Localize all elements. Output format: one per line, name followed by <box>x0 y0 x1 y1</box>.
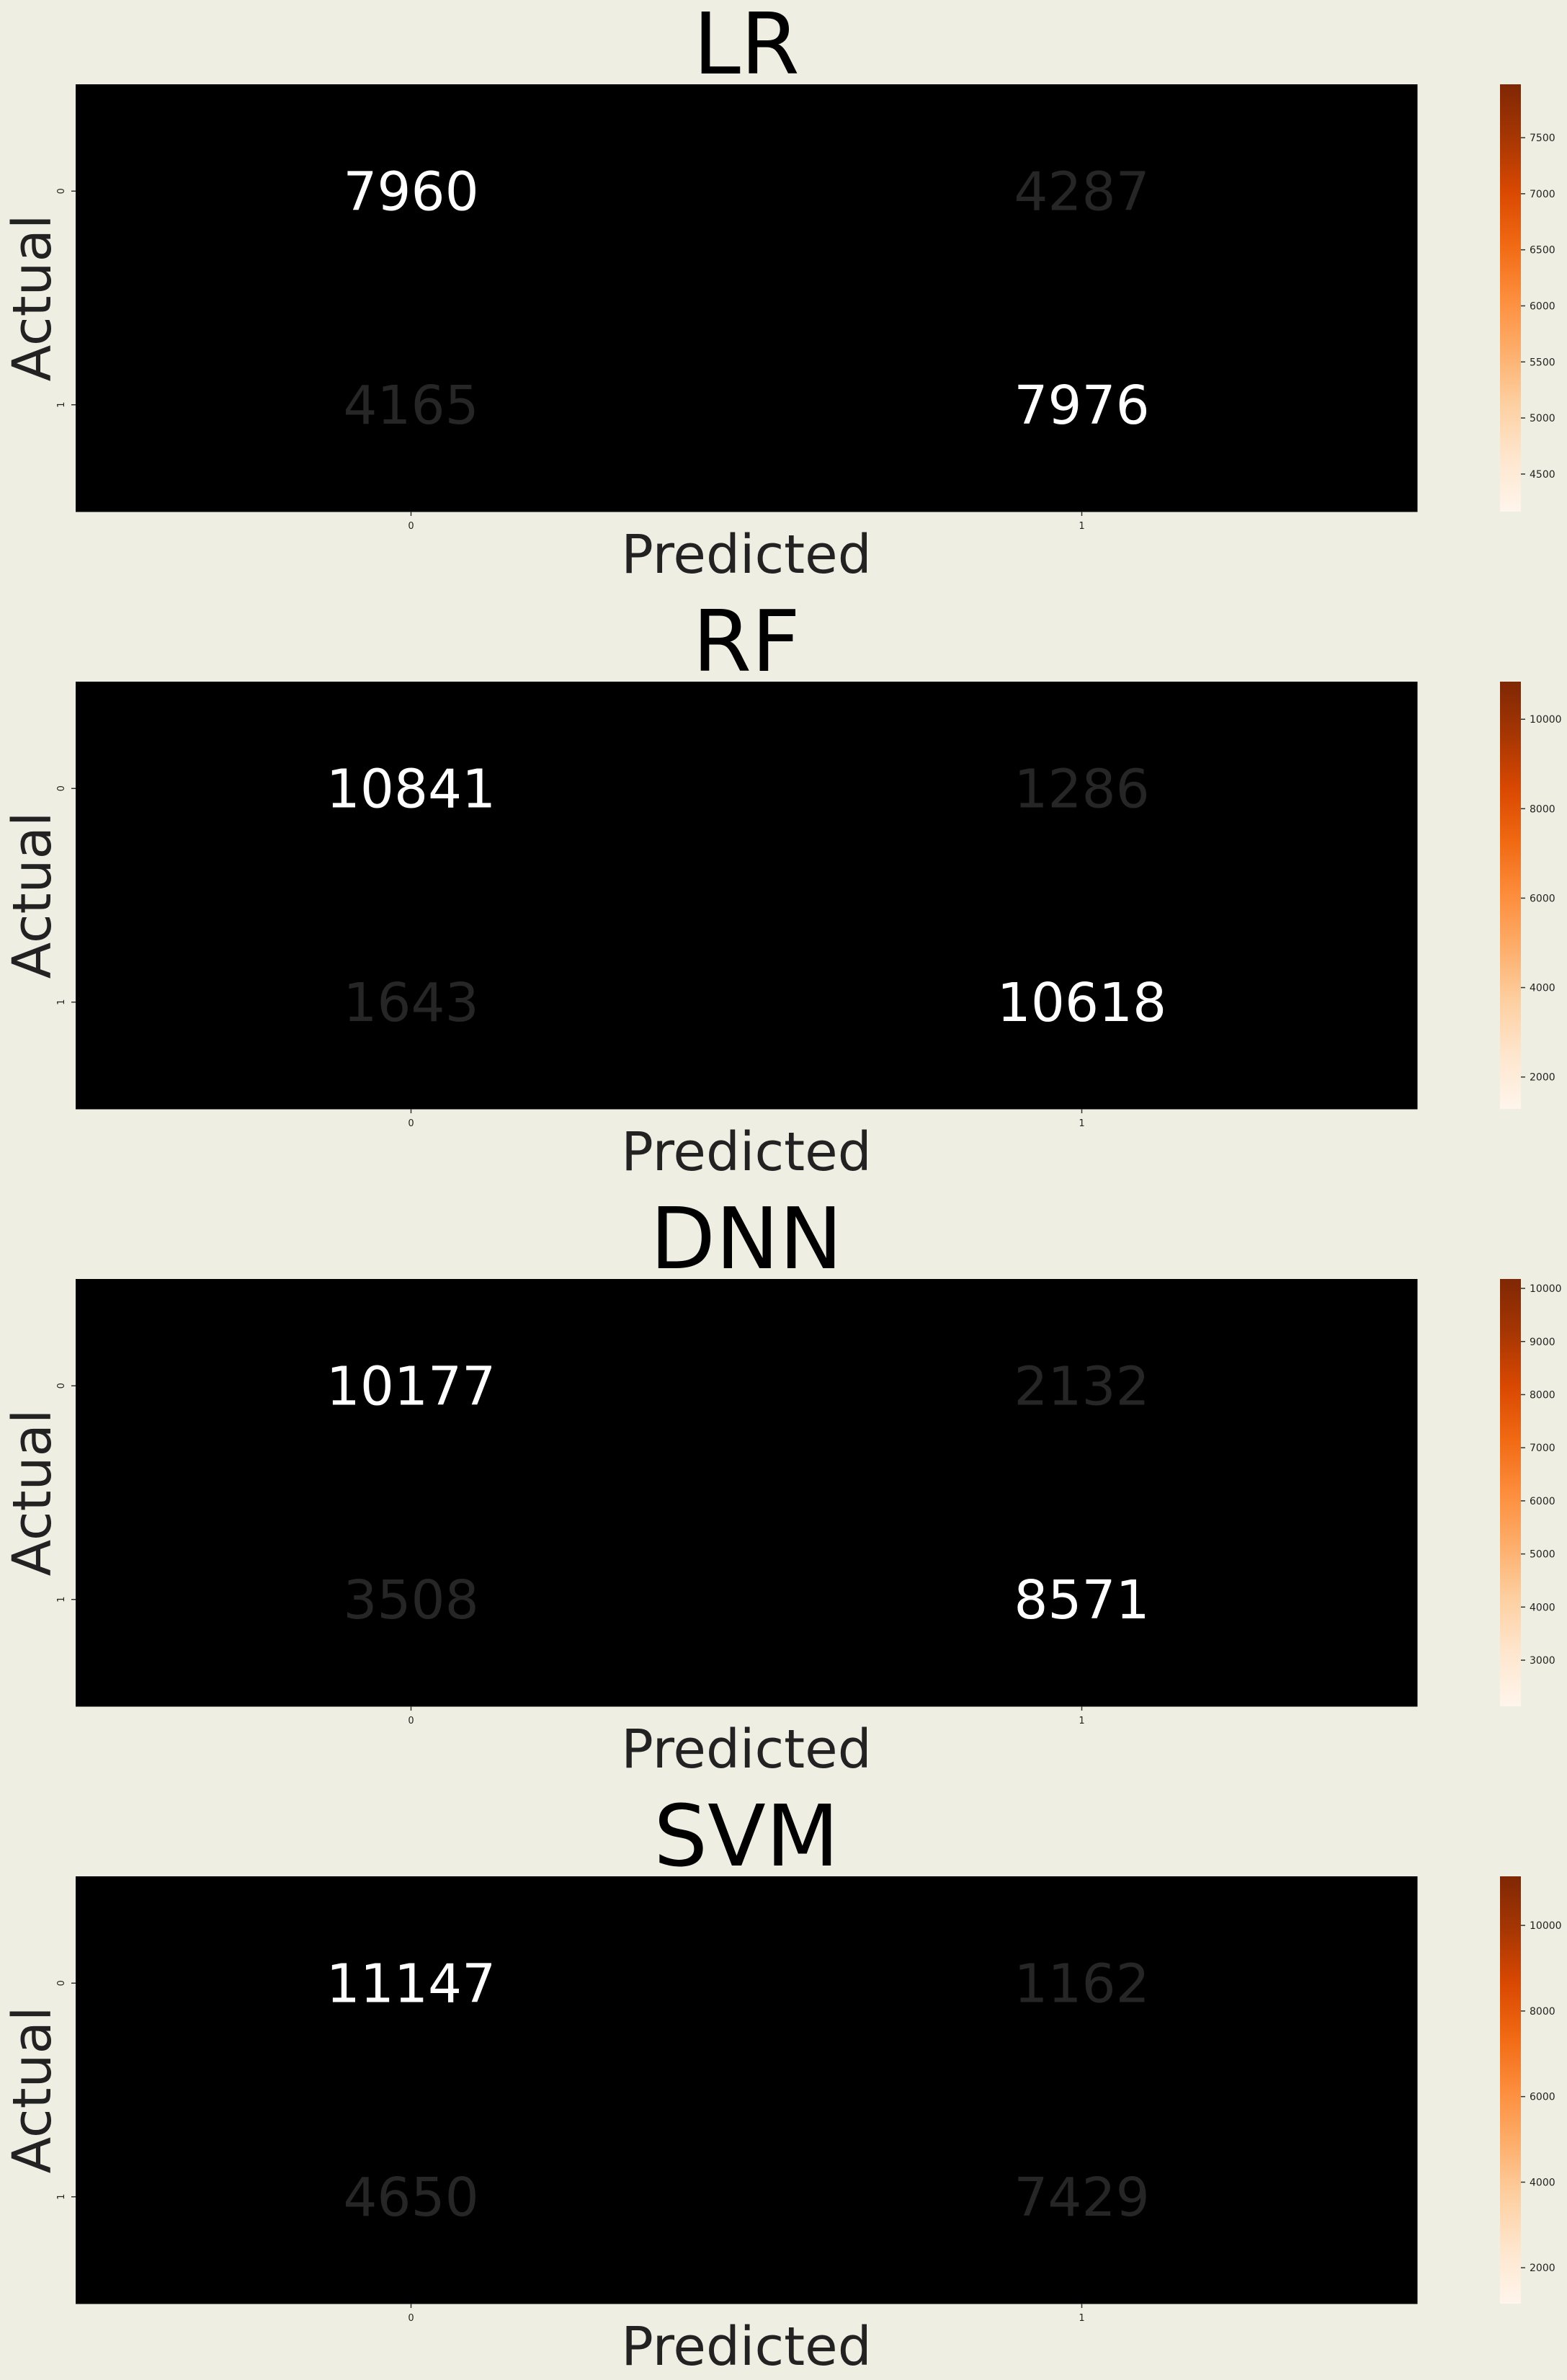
y-tick-label: 0 <box>56 188 67 194</box>
colorbar-tick-label: 4000 <box>1530 1602 1555 1613</box>
x-tick-label: 1 <box>1079 521 1084 532</box>
panel-rf: RF 10841 1286 1643 10618 0 1 0 1 Predicted Actual 2… <box>1 592 1562 1183</box>
cell-value-label: 10841 <box>326 758 496 820</box>
colorbar-tick-label: 2000 <box>1530 2263 1555 2274</box>
panel-lr: LR 7960 4287 4165 7976 0 1 0 1 Predicted Actual 450… <box>1 0 1555 586</box>
colorbar-tick-label: 2000 <box>1530 1072 1555 1084</box>
colorbar-tick-label: 8000 <box>1530 803 1555 815</box>
cell-value-label: 11147 <box>326 1953 496 2015</box>
colorbar-tick-label: 5000 <box>1530 1549 1555 1561</box>
colorbar-tick-label: 6000 <box>1530 893 1555 904</box>
colorbar <box>1500 1876 1521 2304</box>
cell-value-label: 1643 <box>343 972 478 1034</box>
heatmap-cell <box>746 298 1418 512</box>
y-tick-label: 1 <box>56 2194 67 2200</box>
y-tick-label: 1 <box>56 1597 67 1603</box>
colorbar-tick-label: 10000 <box>1530 714 1562 726</box>
x-tick-label: 0 <box>408 521 414 532</box>
x-tick-label: 0 <box>408 2313 414 2324</box>
x-axis-label: Predicted <box>621 1719 871 1780</box>
colorbar-tick-label: 3000 <box>1530 1655 1555 1667</box>
colorbar-tick-label: 9000 <box>1530 1337 1555 1348</box>
y-axis-label: Actual <box>1 215 63 382</box>
colorbar-tick-label: 10000 <box>1530 1920 1562 1932</box>
x-tick-label: 0 <box>408 1118 414 1129</box>
heatmap-cell <box>746 84 1418 298</box>
cell-value-label: 10618 <box>997 972 1166 1034</box>
colorbar-tick-label: 7000 <box>1530 189 1555 200</box>
heatmap-cell <box>76 2090 747 2304</box>
colorbar-tick-label: 5500 <box>1530 357 1555 368</box>
y-tick-label: 1 <box>56 402 67 408</box>
colorbar-tick-label: 4000 <box>1530 2177 1555 2188</box>
panel-title: SVM <box>653 1786 839 1886</box>
heatmap-cell <box>76 1876 747 2090</box>
colorbar <box>1500 84 1521 512</box>
panel-title: DNN <box>650 1189 842 1288</box>
colorbar-tick-label: 8000 <box>1530 1389 1555 1401</box>
heatmap-cell <box>76 682 747 896</box>
y-tick-label: 0 <box>56 785 67 791</box>
cell-value-label: 1162 <box>1014 1953 1149 2015</box>
y-axis-label: Actual <box>1 1409 63 1577</box>
heatmap-cell <box>746 1279 1418 1493</box>
x-axis-label: Predicted <box>621 1121 871 1183</box>
heatmap-cell <box>746 682 1418 896</box>
x-axis-label: Predicted <box>621 524 871 586</box>
x-tick-label: 1 <box>1079 1118 1084 1129</box>
heatmap-cell <box>746 1492 1418 1707</box>
colorbar-tick-label: 7500 <box>1530 133 1555 144</box>
y-tick-label: 0 <box>56 1980 67 1986</box>
colorbar-tick-label: 7000 <box>1530 1443 1555 1454</box>
colorbar-tick-label: 6000 <box>1530 300 1555 312</box>
y-tick-label: 1 <box>56 999 67 1005</box>
cell-value-label: 10177 <box>326 1355 496 1417</box>
colorbar-tick-label: 4000 <box>1530 983 1555 994</box>
x-tick-label: 0 <box>408 1716 414 1726</box>
y-tick-label: 0 <box>56 1383 67 1389</box>
cell-value-label: 8571 <box>1014 1569 1149 1631</box>
colorbar-tick-label: 5000 <box>1530 413 1555 424</box>
cell-value-label: 7429 <box>1014 2167 1149 2229</box>
cell-value-label: 4287 <box>1014 161 1149 223</box>
panel-title: LR <box>693 0 800 94</box>
heatmap-cell <box>746 2090 1418 2304</box>
heatmap-cell <box>76 895 747 1110</box>
cell-value-label: 1286 <box>1014 758 1149 820</box>
cell-value-label: 4650 <box>343 2167 478 2229</box>
colorbar-tick-label: 6000 <box>1530 2092 1555 2103</box>
panel-svm: SVM 11147 1162 4650 7429 0 1 0 1 Predicted Actual 2… <box>1 1786 1562 2378</box>
x-tick-label: 1 <box>1079 2313 1084 2324</box>
y-axis-label: Actual <box>1 2007 63 2174</box>
panel-dnn: DNN 10177 2132 3508 8571 0 1 0 1 Predicted Actual 3… <box>1 1189 1562 1780</box>
cell-value-label: 7976 <box>1014 375 1149 437</box>
colorbar-tick-label: 10000 <box>1530 1283 1562 1295</box>
heatmap-cell <box>76 84 747 298</box>
y-axis-label: Actual <box>1 812 63 979</box>
x-axis-label: Predicted <box>621 2316 871 2378</box>
panel-title: RF <box>692 592 800 691</box>
cell-value-label: 2132 <box>1014 1355 1149 1417</box>
colorbar-tick-label: 6000 <box>1530 1496 1555 1507</box>
cell-value-label: 7960 <box>343 161 478 223</box>
cell-value-label: 4165 <box>343 375 478 437</box>
heatmap-cell <box>746 895 1418 1110</box>
x-tick-label: 1 <box>1079 1716 1084 1726</box>
heatmap-cell <box>76 1279 747 1493</box>
heatmap-cell <box>76 298 747 512</box>
colorbar <box>1500 682 1521 1109</box>
heatmap-cell <box>76 1492 747 1707</box>
heatmap-cell <box>746 1876 1418 2090</box>
cell-value-label: 3508 <box>343 1569 478 1631</box>
colorbar <box>1500 1279 1521 1706</box>
colorbar-tick-label: 6500 <box>1530 245 1555 257</box>
colorbar-tick-label: 8000 <box>1530 2006 1555 2018</box>
colorbar-tick-label: 4500 <box>1530 469 1555 481</box>
